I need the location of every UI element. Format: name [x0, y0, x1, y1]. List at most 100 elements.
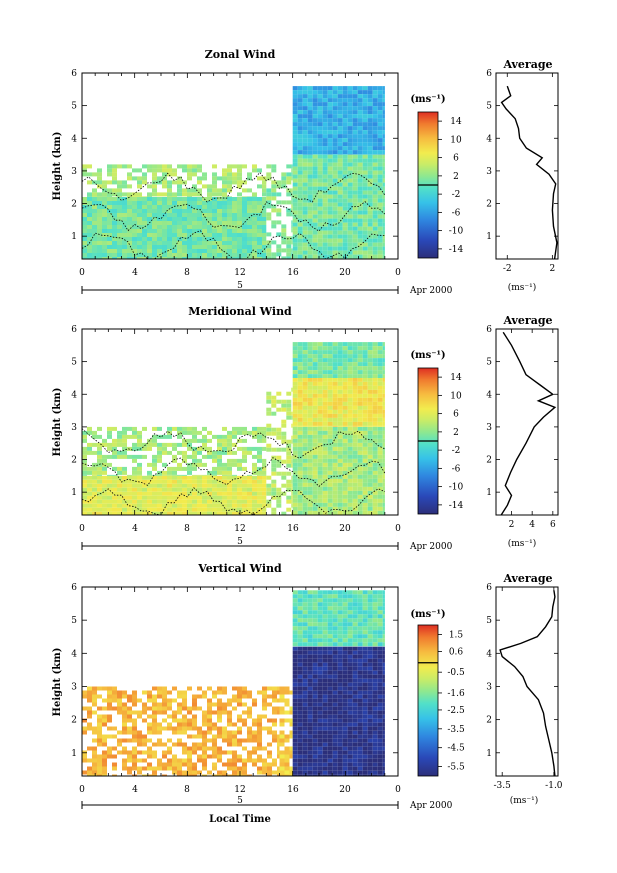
heatmap-cell: [327, 450, 333, 455]
heatmap-cell: [297, 374, 303, 378]
heatmap-cell: [122, 229, 127, 233]
heatmap-cell: [307, 358, 313, 363]
heatmap-cell: [332, 397, 338, 402]
heatmap-cell: [286, 487, 292, 492]
heatmap-cell: [272, 718, 277, 723]
heatmap-cell: [167, 241, 172, 245]
heatmap-cell: [172, 770, 177, 775]
heatmap-cell: [102, 249, 107, 253]
heatmap-cell: [352, 202, 358, 207]
heatmap-cell: [332, 478, 338, 483]
heatmap-cell: [157, 233, 162, 237]
heatmap-cell: [237, 201, 242, 205]
heatmap-cell: [257, 479, 262, 484]
heatmap-cell: [362, 470, 368, 475]
heatmap-cell: [352, 146, 358, 151]
heatmap-cell: [266, 200, 272, 205]
heatmap-cell: [262, 249, 267, 253]
heatmap-cell: [317, 230, 323, 235]
heatmap-cell: [377, 654, 383, 659]
heatmap-cell: [227, 249, 232, 253]
heatmap-cell: [357, 186, 363, 191]
heatmap-cell: [312, 690, 318, 695]
heatmap-cell: [291, 495, 293, 500]
heatmap-cell: [302, 658, 308, 663]
heatmap-cell: [242, 475, 247, 480]
heatmap-cell: [332, 246, 338, 251]
heatmap-cell: [337, 714, 343, 719]
heatmap-cell: [317, 610, 323, 615]
heatmap-cell: [362, 198, 368, 203]
heatmap-cell: [317, 618, 323, 623]
heatmap-cell: [292, 178, 298, 183]
heatmap-cell: [286, 236, 292, 241]
heatmap-cell: [377, 346, 383, 351]
heatmap-cell: [297, 102, 303, 107]
heatmap-cell: [137, 742, 142, 747]
heatmap-cell: [367, 714, 373, 719]
heatmap-cell: [352, 94, 358, 99]
heatmap-cell: [207, 229, 212, 233]
heatmap-cell: [377, 458, 383, 463]
heatmap-cell: [357, 486, 363, 491]
heatmap-cell: [347, 754, 353, 759]
heatmap-cell: [302, 722, 308, 727]
heatmap-cell: [327, 381, 333, 386]
heatmap-cell: [382, 154, 385, 159]
heatmap-cell: [187, 487, 192, 492]
heatmap-cell: [147, 168, 152, 173]
heatmap-cell: [312, 393, 318, 398]
heatmap-cell: [87, 710, 92, 715]
heatmap-cell: [167, 495, 172, 500]
heatmap-cell: [327, 154, 333, 155]
heatmap-cell: [372, 686, 378, 691]
heatmap-cell: [312, 385, 318, 390]
heatmap-cell: [182, 503, 187, 508]
heatmap-cell: [162, 241, 167, 245]
heatmap-cell: [302, 385, 308, 390]
heatmap-cell: [217, 221, 222, 225]
heatmap-cell: [172, 718, 177, 723]
heatmap-cell: [242, 491, 247, 496]
heatmap-cell: [232, 475, 237, 480]
heatmap-cell: [202, 233, 207, 237]
heatmap-cell: [377, 362, 383, 367]
heatmap-cell: [217, 774, 222, 776]
heatmap-cell: [352, 438, 358, 443]
heatmap-cell: [347, 385, 353, 390]
heatmap-cell: [317, 742, 323, 747]
heatmap-cell: [271, 495, 277, 500]
heatmap-cell: [132, 225, 137, 229]
heatmap-cell: [102, 487, 107, 492]
average-title: Average: [502, 58, 552, 71]
heatmap-cell: [337, 730, 343, 735]
heatmap-cell: [327, 466, 333, 471]
heatmap-cell: [357, 498, 363, 503]
heatmap-cell: [257, 253, 262, 257]
heatmap-cell: [357, 150, 363, 155]
heatmap-cell: [342, 702, 348, 707]
heatmap-cell: [307, 650, 313, 655]
heatmap-cell: [162, 233, 167, 237]
heatmap-cell: [307, 154, 313, 155]
heatmap-cell: [317, 202, 323, 207]
heatmap-cell: [367, 746, 373, 751]
heatmap-cell: [92, 499, 97, 504]
heatmap-cell: [97, 225, 102, 229]
heatmap-cell: [247, 176, 252, 181]
heatmap-cell: [312, 662, 318, 667]
heatmap-cell: [292, 110, 298, 115]
heatmap-cell: [232, 197, 237, 201]
heatmap-cell: [322, 634, 328, 639]
heatmap-cell: [172, 698, 177, 703]
heatmap-cell: [152, 698, 157, 703]
heatmap-cell: [127, 213, 132, 217]
heatmap-cell: [297, 686, 303, 691]
heatmap-cell: [347, 366, 353, 371]
heatmap-cell: [82, 237, 87, 241]
heatmap-cell: [302, 726, 308, 731]
colorbar-tick-label: 10: [450, 135, 462, 145]
heatmap-cell: [217, 176, 222, 181]
heatmap-cell: [262, 698, 267, 703]
heatmap-cell: [102, 241, 107, 245]
